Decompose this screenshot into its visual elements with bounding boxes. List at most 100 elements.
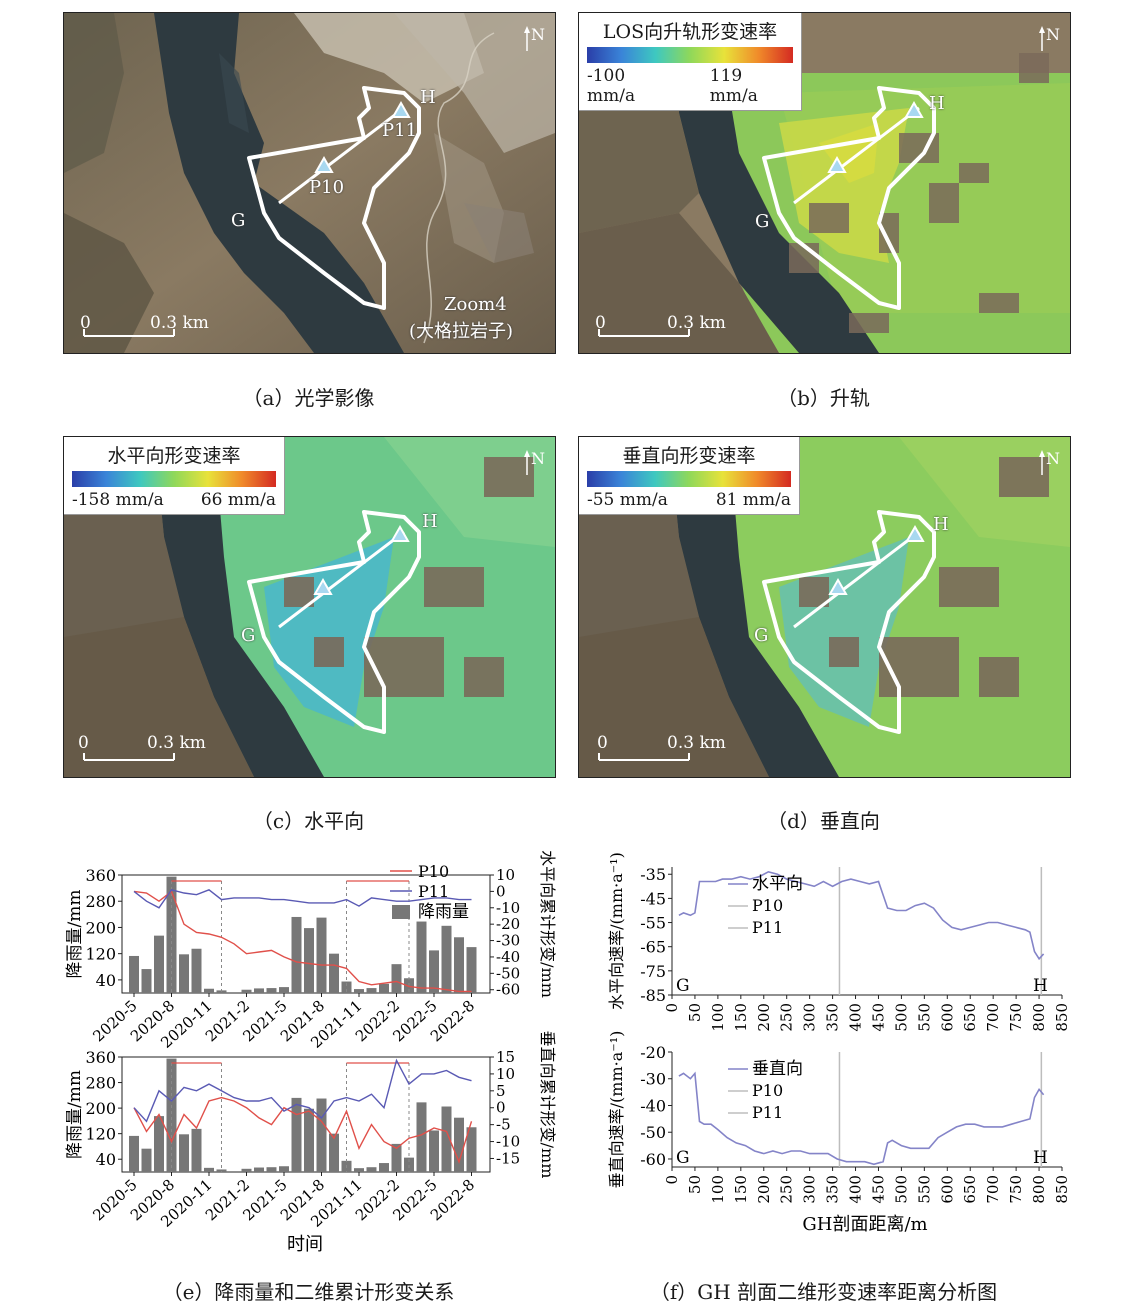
legend-title: 垂直向形变速率 [622, 445, 756, 467]
caption-c: （c）水平向 [252, 809, 365, 833]
point-label-h: H [933, 514, 949, 535]
rain-bar [466, 1127, 477, 1172]
rain-bar [379, 983, 389, 993]
point-label-p11: P11 [382, 120, 418, 141]
x-tick-label: 550 [915, 1175, 933, 1204]
rain-bar [316, 917, 327, 993]
x-tick-label: 700 [984, 1003, 1002, 1032]
y2-tick-label: -15 [496, 1149, 520, 1167]
x-tick-label: 450 [869, 1175, 887, 1204]
y-axis-title: 水平向速率/(mm·a⁻¹) [607, 852, 626, 1010]
rain-bar [279, 1166, 289, 1172]
north-arrow-label: N [531, 449, 545, 468]
end-label-h: H [1033, 976, 1048, 996]
rain-bar [454, 937, 464, 993]
rain-bar [441, 925, 452, 993]
y2-tick-label: 10 [496, 1065, 515, 1083]
x-tick-label: 800 [1030, 1003, 1048, 1032]
y2-axis-title: 垂直向累计形变/mm [538, 1031, 557, 1179]
legend-label-p10: P10 [752, 1081, 783, 1100]
y-tick-label: 360 [85, 866, 116, 885]
y-tick-label: -55 [640, 914, 666, 933]
rain-bar [191, 948, 202, 993]
y-tick-label: -85 [640, 986, 666, 1005]
rain-bar [154, 1116, 164, 1172]
y2-tick-label: 0 [496, 1099, 506, 1117]
y2-tick-label: 10 [496, 866, 515, 884]
y-tick-label: -30 [640, 1070, 666, 1089]
y2-tick-label: -10 [496, 899, 520, 917]
series-line-p10 [133, 890, 472, 993]
x-tick-label: 400 [847, 1003, 865, 1032]
x-tick-label: 200 [755, 1003, 773, 1032]
rain-bar [291, 916, 302, 993]
legend-max: 66 mm/a [200, 490, 276, 510]
y-tick-label: -35 [640, 865, 666, 884]
x-tick-label: 850 [1053, 1175, 1071, 1204]
y-tick-label: 280 [85, 1074, 116, 1093]
chart-e: 40 120 200 280 360 -60 -50 -40 -30 -20 -10 0 10 2020-… [60, 845, 560, 1265]
rain-bar [429, 1130, 439, 1172]
rain-bar [304, 928, 314, 993]
scale-length: 0.3 km [147, 733, 206, 753]
rain-bar [216, 1169, 227, 1172]
rain-bar [154, 935, 164, 993]
y-axis-title: 降雨量/mm [65, 890, 85, 979]
rain-bar [179, 1134, 189, 1172]
x-tick-label: 200 [755, 1175, 773, 1204]
x-tick-label: 350 [824, 1175, 842, 1204]
point-label-h: H [422, 511, 438, 532]
rain-bar [391, 964, 402, 993]
x-tick-label: 700 [984, 1175, 1002, 1204]
x-tick-label: 800 [1030, 1175, 1048, 1204]
y-tick-label: 200 [85, 1099, 116, 1118]
x-tick-label: 0 [663, 1003, 681, 1013]
x-tick-label: 550 [915, 1003, 933, 1032]
rain-bar [466, 947, 477, 993]
rain-bar [366, 988, 377, 993]
rain-bar [416, 1102, 427, 1172]
legend-max: 81 mm/a [715, 490, 791, 510]
caption-f: （f）GH 剖面二维形变速率距离分析图 [649, 1280, 998, 1304]
rain-bar [404, 1157, 414, 1172]
y2-tick-label: -20 [496, 915, 520, 933]
scale-length: 0.3 km [150, 313, 209, 333]
legend-label-profile: 垂直向 [752, 1059, 803, 1079]
rain-bar [179, 954, 189, 993]
point-label-p10: P10 [309, 177, 345, 198]
x-tick-label: 450 [869, 1003, 887, 1032]
end-label-g: G [676, 1148, 690, 1168]
y-tick-label: -65 [640, 938, 666, 957]
legend-label-p10: P10 [752, 896, 783, 915]
y2-tick-label: 5 [496, 1082, 506, 1100]
legend-label-p11: P11 [418, 882, 449, 901]
rain-bar [416, 921, 427, 993]
x-tick-label: 300 [801, 1175, 819, 1204]
y-tick-label: -40 [640, 1096, 666, 1115]
y-tick-label: 40 [96, 1150, 116, 1169]
rain-bar [366, 1167, 377, 1172]
chart-e-panel-2: 40120200280360-15-10-50510152020-52020-8… [65, 1031, 557, 1255]
colorbar-legend: 水平向形变速率 -158 mm/a 66 mm/a [64, 437, 285, 515]
zoom-site-label: (大格拉岩子) [409, 321, 514, 342]
y-axis-title: 垂直向速率/(mm·a⁻¹) [607, 1031, 626, 1189]
colorbar-legend: 垂直向形变速率 -55 mm/a 81 mm/a [579, 437, 800, 515]
colorbar [587, 47, 793, 63]
scale-zero: 0 [80, 313, 91, 333]
rain-bar [241, 1168, 252, 1172]
chart-f-panel-1: -85 -75 -65 -55 -45 -35 0 50 100 150 200 250 300 350 4… [607, 852, 1071, 1032]
legend: 水平向 P10 P11 [728, 874, 803, 937]
x-tick-label: 50 [686, 1003, 704, 1022]
north-arrow-label: N [1046, 449, 1060, 468]
y-tick-label: -45 [640, 889, 666, 908]
x-tick-label: 650 [961, 1003, 979, 1032]
rain-bar [166, 876, 177, 993]
legend-label-p11: P11 [752, 918, 783, 937]
x-tick-label: 250 [778, 1003, 796, 1032]
panel-a-optical-image: N H P11 P10 G 0 0.3 km Zoom4 (大格拉岩子) [63, 12, 556, 354]
rain-bar [454, 1117, 464, 1172]
x-tick-label: 500 [892, 1175, 910, 1204]
end-label-g: G [676, 976, 690, 996]
profile-line [678, 870, 1045, 961]
rain-bar [266, 1167, 277, 1172]
